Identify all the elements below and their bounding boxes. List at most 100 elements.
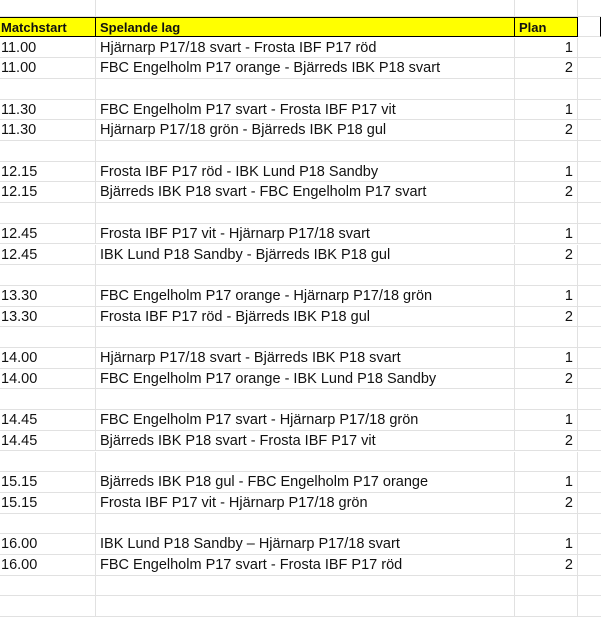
plan-cell[interactable]: 1: [515, 534, 578, 555]
time-cell[interactable]: 12.45: [0, 244, 96, 266]
time-cell[interactable]: [0, 203, 96, 224]
cell[interactable]: [578, 555, 601, 576]
match-cell[interactable]: Frosta IBF P17 röd - IBK Lund P18 Sandby: [96, 161, 515, 183]
plan-cell[interactable]: 1: [515, 223, 578, 245]
plan-cell[interactable]: 2: [515, 492, 578, 514]
plan-cell[interactable]: 1: [515, 472, 578, 493]
time-cell[interactable]: 11.00: [0, 37, 96, 59]
cell[interactable]: [578, 224, 601, 245]
match-cell[interactable]: Bjärreds IBK P18 gul - FBC Engelholm P17…: [96, 472, 515, 493]
match-cell[interactable]: FBC Engelholm P17 svart - Frosta IBF P17…: [96, 555, 515, 576]
match-cell[interactable]: [96, 596, 515, 617]
match-cell[interactable]: FBC Engelholm P17 svart - Hjärnarp P17/1…: [96, 410, 515, 431]
cell[interactable]: [578, 38, 601, 59]
time-cell[interactable]: 16.00: [0, 534, 96, 555]
plan-cell[interactable]: 2: [515, 555, 578, 576]
cell[interactable]: [578, 514, 601, 535]
cell[interactable]: [578, 348, 601, 369]
time-cell[interactable]: 11.30: [0, 99, 96, 121]
cell[interactable]: [578, 472, 601, 493]
match-cell[interactable]: IBK Lund P18 Sandby – Hjärnarp P17/18 sv…: [96, 534, 515, 555]
plan-cell[interactable]: 2: [515, 120, 578, 141]
cell[interactable]: [578, 120, 601, 141]
cell[interactable]: [578, 493, 601, 514]
match-cell[interactable]: FBC Engelholm P17 orange - IBK Lund P18 …: [96, 368, 515, 390]
time-cell[interactable]: 16.00: [0, 555, 96, 576]
cell[interactable]: [578, 100, 601, 121]
header-matchstart[interactable]: Matchstart: [0, 16, 96, 38]
cell[interactable]: [96, 0, 515, 17]
plan-cell[interactable]: [515, 451, 578, 473]
time-cell[interactable]: 13.30: [0, 285, 96, 307]
plan-cell[interactable]: 1: [515, 99, 578, 121]
plan-cell[interactable]: 1: [515, 161, 578, 183]
time-cell[interactable]: 14.45: [0, 430, 96, 452]
time-cell[interactable]: 12.15: [0, 182, 96, 204]
time-cell[interactable]: [0, 265, 96, 286]
match-cell[interactable]: [96, 389, 515, 411]
plan-cell[interactable]: 2: [515, 430, 578, 452]
time-cell[interactable]: [0, 78, 96, 100]
match-cell[interactable]: Bjärreds IBK P18 svart - FBC Engelholm P…: [96, 182, 515, 204]
plan-cell[interactable]: 1: [515, 348, 578, 369]
match-cell[interactable]: [96, 327, 515, 348]
plan-cell[interactable]: [515, 513, 578, 535]
cell[interactable]: [578, 327, 601, 348]
plan-cell[interactable]: [515, 141, 578, 162]
time-cell[interactable]: [0, 513, 96, 535]
time-cell[interactable]: [0, 596, 96, 617]
plan-cell[interactable]: 2: [515, 182, 578, 204]
match-cell[interactable]: Hjärnarp P17/18 grön - Bjärreds IBK P18 …: [96, 120, 515, 141]
plan-cell[interactable]: [515, 389, 578, 411]
plan-cell[interactable]: [515, 575, 578, 597]
cell[interactable]: [578, 452, 601, 473]
cell[interactable]: [578, 431, 601, 452]
cell[interactable]: [578, 410, 601, 431]
time-cell[interactable]: 14.45: [0, 410, 96, 431]
match-cell[interactable]: Hjärnarp P17/18 svart - Frosta IBF P17 r…: [96, 37, 515, 59]
time-cell[interactable]: 13.30: [0, 306, 96, 328]
time-cell[interactable]: 14.00: [0, 368, 96, 390]
cell[interactable]: [578, 534, 601, 555]
header-plan[interactable]: Plan: [515, 16, 578, 38]
match-cell[interactable]: FBC Engelholm P17 orange - Hjärnarp P17/…: [96, 285, 515, 307]
plan-cell[interactable]: [515, 327, 578, 348]
header-spelande-lag[interactable]: Spelande lag: [96, 16, 515, 38]
plan-cell[interactable]: [515, 203, 578, 224]
time-cell[interactable]: [0, 389, 96, 411]
plan-cell[interactable]: 1: [515, 410, 578, 431]
plan-cell[interactable]: 2: [515, 58, 578, 79]
cell[interactable]: [578, 286, 601, 307]
cell[interactable]: [578, 79, 601, 100]
match-cell[interactable]: [96, 265, 515, 286]
cell[interactable]: [578, 265, 601, 286]
match-cell[interactable]: Hjärnarp P17/18 svart - Bjärreds IBK P18…: [96, 348, 515, 369]
plan-cell[interactable]: 2: [515, 368, 578, 390]
match-cell[interactable]: Frosta IBF P17 vit - Hjärnarp P17/18 sva…: [96, 223, 515, 245]
time-cell[interactable]: [0, 327, 96, 348]
time-cell[interactable]: [0, 575, 96, 597]
cell[interactable]: [578, 58, 601, 79]
cell[interactable]: [578, 141, 601, 162]
time-cell[interactable]: 11.00: [0, 58, 96, 79]
match-cell[interactable]: [96, 575, 515, 597]
cell[interactable]: [578, 389, 601, 411]
match-cell[interactable]: IBK Lund P18 Sandby - Bjärreds IBK P18 g…: [96, 244, 515, 266]
plan-cell[interactable]: 2: [515, 306, 578, 328]
match-cell[interactable]: Frosta IBF P17 vit - Hjärnarp P17/18 grö…: [96, 492, 515, 514]
match-cell[interactable]: [96, 513, 515, 535]
cell[interactable]: [578, 596, 601, 617]
time-cell[interactable]: [0, 451, 96, 473]
plan-cell[interactable]: 2: [515, 244, 578, 266]
plan-cell[interactable]: [515, 596, 578, 617]
time-cell[interactable]: 14.00: [0, 348, 96, 369]
cell[interactable]: [578, 245, 601, 266]
time-cell[interactable]: 15.15: [0, 472, 96, 493]
cell[interactable]: [578, 182, 601, 204]
plan-cell[interactable]: 1: [515, 37, 578, 59]
cell[interactable]: [578, 0, 601, 17]
match-cell[interactable]: FBC Engelholm P17 svart - Frosta IBF P17…: [96, 99, 515, 121]
cell[interactable]: [578, 162, 601, 183]
time-cell[interactable]: 12.15: [0, 161, 96, 183]
match-cell[interactable]: Frosta IBF P17 röd - Bjärreds IBK P18 gu…: [96, 306, 515, 328]
